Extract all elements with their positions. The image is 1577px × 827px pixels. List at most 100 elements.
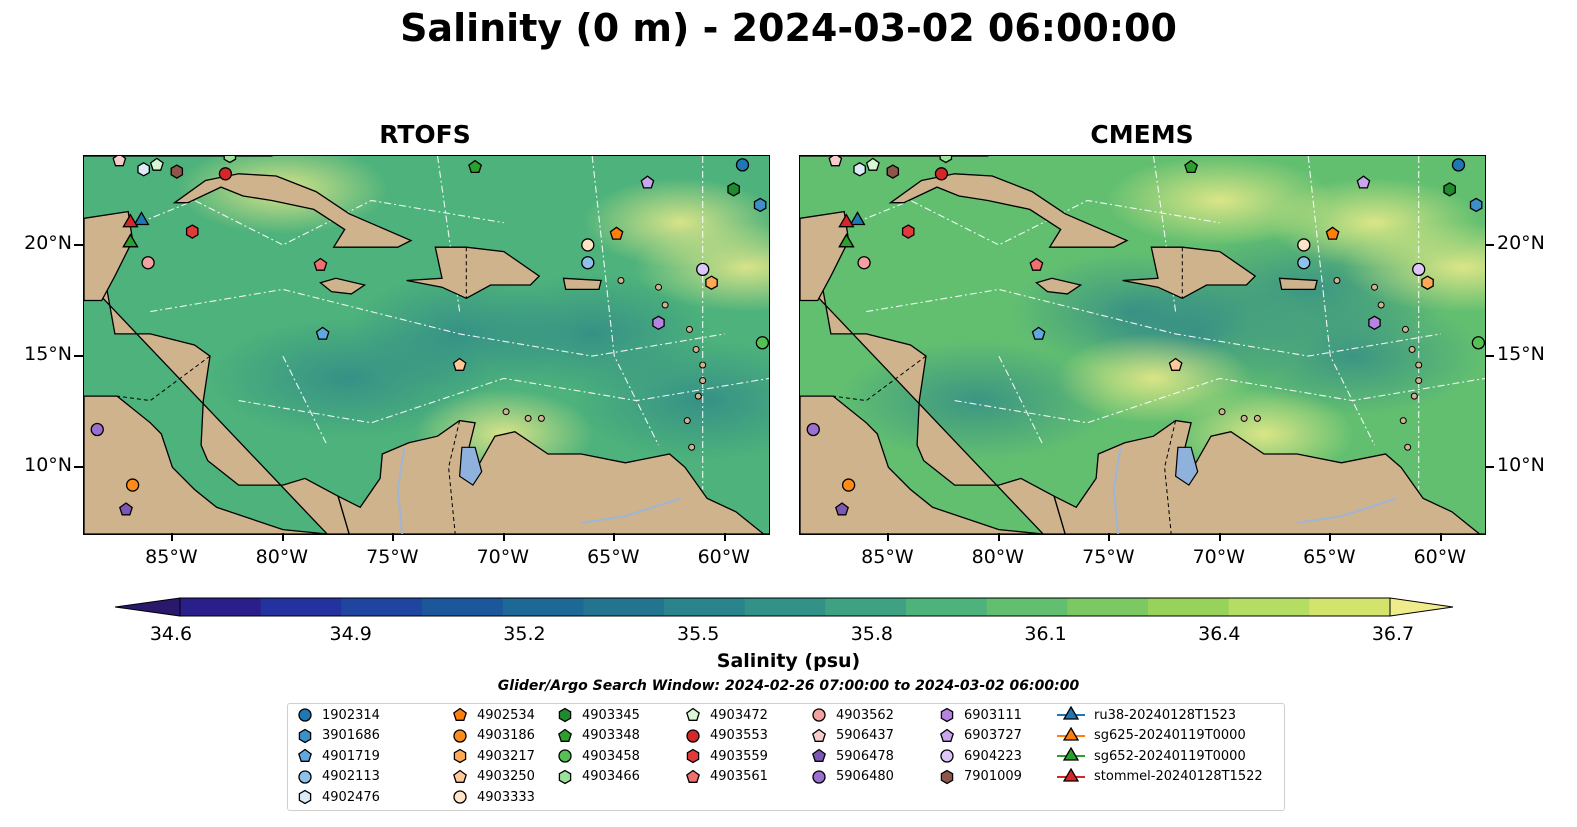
lon-tick-label: 70°W — [476, 546, 530, 568]
land — [800, 210, 850, 302]
legend-item: 1902314 — [296, 705, 380, 725]
legend-marker — [940, 728, 954, 742]
lon-tick-label: 60°W — [1413, 546, 1467, 568]
legend-item: 4903559 — [684, 746, 768, 766]
eez-boundary — [238, 377, 769, 424]
island — [699, 361, 707, 369]
colorbar-segment — [664, 598, 746, 616]
legend-marker-icon — [453, 748, 467, 764]
legend-marker — [298, 708, 312, 722]
high-salinity-patch — [1055, 333, 1252, 424]
land — [1122, 246, 1257, 300]
legend-item: 6903111 — [938, 705, 1022, 725]
lat-tick-label-right: 15°N — [1497, 343, 1545, 366]
lon-tick-label: 65°W — [587, 546, 640, 568]
legend-label: 4903458 — [582, 748, 640, 764]
marker-4903466 — [939, 156, 953, 164]
legend-label: 4903559 — [710, 748, 768, 764]
lake-maracaibo — [458, 446, 483, 486]
legend-marker-icon — [686, 769, 700, 783]
land — [84, 210, 134, 302]
legend-item: 4903348 — [556, 726, 640, 746]
lon-tick-mark — [887, 533, 890, 541]
lon-tick-mark — [392, 533, 395, 541]
low-salinity-patch — [209, 318, 490, 439]
legend-label: 4903466 — [582, 769, 640, 784]
figure-title: Salinity (0 m) - 2024-03-02 06:00:00 — [400, 6, 1177, 50]
land — [1035, 277, 1083, 295]
legend-item: 6904223 — [938, 746, 1022, 766]
legend-item: 4903458 — [556, 746, 640, 766]
legend-label: 5906480 — [836, 769, 894, 784]
lat-tick-label-left: 20°N — [24, 231, 72, 254]
legend-item: 4902534 — [451, 705, 535, 725]
high-salinity-patch — [1105, 156, 1334, 246]
legend-marker-icon — [812, 769, 826, 784]
legend-marker-icon — [453, 790, 467, 804]
legend-marker-icon — [1057, 726, 1085, 741]
legend-marker-icon — [558, 707, 572, 723]
legend-label: 1902314 — [322, 707, 380, 723]
marker-5906478 — [119, 502, 133, 516]
marker-4903562 — [141, 256, 155, 270]
eez-boundary — [591, 156, 659, 446]
legend-marker — [298, 728, 312, 743]
legend-item: 4903186 — [451, 726, 535, 746]
marker-4901719 — [1031, 326, 1046, 340]
legend-item: 4903562 — [810, 705, 894, 725]
legend-marker — [453, 707, 467, 721]
colorbar — [115, 597, 1454, 617]
legend-label: 4903217 — [477, 748, 535, 764]
legend-label: 7901009 — [964, 769, 1022, 784]
legend-item: 5906480 — [810, 767, 894, 787]
marker-6903727 — [1356, 175, 1371, 189]
colorbar-tick-label: 36.4 — [1198, 623, 1241, 645]
marker-ru38-20240128T1523 — [133, 211, 150, 226]
eez-boundary — [282, 355, 328, 446]
island — [1401, 325, 1409, 333]
land — [888, 173, 1129, 248]
lon-tick-mark — [1329, 533, 1332, 541]
lat-tick-label-right: 20°N — [1497, 231, 1545, 254]
legend-marker — [686, 769, 700, 783]
legend-item: sg625-20240119T0000 — [1056, 726, 1246, 746]
colorbar-segment — [1309, 598, 1391, 616]
land — [172, 173, 413, 248]
legend-item: sg652-20240119T0000 — [1056, 746, 1246, 766]
legend-marker-icon — [812, 748, 826, 762]
island — [524, 414, 532, 422]
marker-5906437 — [112, 156, 127, 167]
marker-4903333 — [581, 238, 595, 252]
legend-marker-icon — [686, 748, 700, 764]
legend-item: stommel-20240128T1522 — [1056, 767, 1263, 787]
lon-tick-label: 80°W — [255, 546, 309, 568]
marker-4903345 — [727, 182, 740, 197]
marker-4903348 — [468, 159, 483, 174]
island — [1399, 417, 1407, 425]
legend-label: 6903727 — [964, 728, 1022, 743]
island — [1404, 443, 1412, 451]
legend-marker — [686, 748, 700, 764]
colorbar-segment — [906, 598, 988, 616]
map-rtofs — [83, 155, 770, 535]
colorbar-tick-label: 34.9 — [329, 623, 372, 645]
river — [1112, 447, 1122, 534]
legend-label: 4903472 — [710, 707, 768, 723]
legend-label: stommel-20240128T1522 — [1094, 769, 1263, 784]
legend-marker-icon — [940, 707, 954, 723]
island — [1410, 392, 1418, 400]
colorbar-segment — [260, 598, 342, 616]
legend-marker — [686, 728, 700, 743]
eez-boundary — [866, 288, 1441, 357]
legend-marker-icon — [812, 728, 826, 742]
island — [1415, 361, 1423, 369]
legend-label: 4903553 — [710, 728, 768, 743]
panel-title-cmems: CMEMS — [1090, 120, 1194, 149]
legend-marker — [558, 707, 572, 723]
legend-marker — [453, 748, 467, 764]
legend-marker — [940, 707, 954, 723]
legend-label: 6904223 — [964, 748, 1022, 764]
marker-5906437 — [828, 156, 843, 167]
lat-tick-mark-right — [1485, 355, 1494, 358]
low-salinity-patch — [572, 340, 769, 461]
